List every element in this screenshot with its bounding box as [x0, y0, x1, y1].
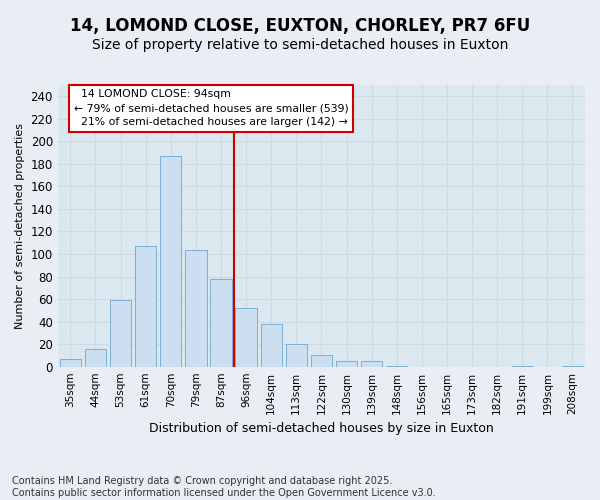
Bar — [235, 308, 257, 366]
Bar — [160, 156, 181, 366]
Bar — [336, 361, 357, 366]
Bar — [110, 300, 131, 366]
Bar — [361, 361, 382, 366]
Bar — [185, 250, 206, 366]
Text: 14 LOMOND CLOSE: 94sqm
← 79% of semi-detached houses are smaller (539)
  21% of : 14 LOMOND CLOSE: 94sqm ← 79% of semi-det… — [74, 89, 349, 127]
Bar — [286, 344, 307, 366]
Bar — [85, 348, 106, 366]
X-axis label: Distribution of semi-detached houses by size in Euxton: Distribution of semi-detached houses by … — [149, 422, 494, 435]
Y-axis label: Number of semi-detached properties: Number of semi-detached properties — [15, 123, 25, 329]
Text: 14, LOMOND CLOSE, EUXTON, CHORLEY, PR7 6FU: 14, LOMOND CLOSE, EUXTON, CHORLEY, PR7 6… — [70, 18, 530, 36]
Bar — [260, 324, 282, 366]
Bar — [211, 279, 232, 366]
Bar — [311, 356, 332, 366]
Bar — [59, 359, 81, 366]
Text: Size of property relative to semi-detached houses in Euxton: Size of property relative to semi-detach… — [92, 38, 508, 52]
Bar — [135, 246, 157, 366]
Text: Contains HM Land Registry data © Crown copyright and database right 2025.
Contai: Contains HM Land Registry data © Crown c… — [12, 476, 436, 498]
